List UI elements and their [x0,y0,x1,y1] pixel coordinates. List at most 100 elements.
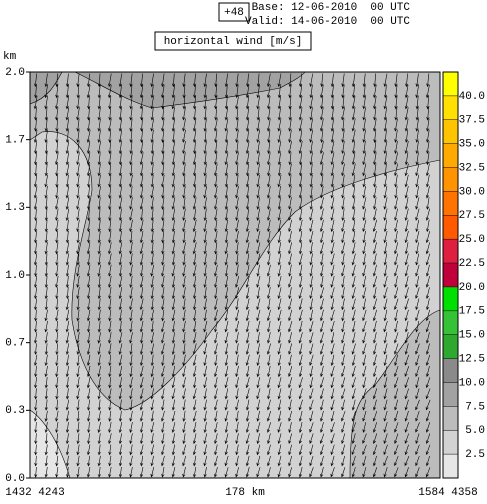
wind-arrow [351,118,356,132]
wind-arrow [298,129,303,143]
wind-arrow [277,96,281,110]
wind-arrow [362,152,367,166]
wind-arrow [320,444,324,456]
wind-arrow [393,298,399,311]
wind-arrow [34,230,38,244]
wind-arrow [182,118,186,132]
wind-arrow [309,433,314,444]
wind-arrow [394,343,399,355]
wind-arrow [362,287,367,299]
wind-arrow [76,230,80,244]
wind-arrow [76,185,80,199]
wind-arrow [76,219,80,233]
wind-arrow [44,96,48,110]
wind-arrow [267,444,271,456]
wind-arrow [288,444,292,456]
wind-arrow [34,264,38,277]
wind-arrow [118,365,123,378]
wind-arrow [65,275,70,288]
wind-arrow [182,399,186,411]
wind-arrow [246,185,250,199]
wind-arrow [139,275,144,288]
wind-arrow [171,399,175,411]
wind-arrow [245,141,250,155]
wind-arrow [372,219,378,233]
wind-arrow [76,84,80,99]
wind-arrow [55,84,59,99]
wind-arrow [97,309,101,322]
wind-arrow [415,73,419,88]
wind-arrow [426,118,430,132]
wind-arrow [298,96,303,110]
wind-arrow [394,84,398,99]
wind-arrow [341,242,346,255]
wind-arrow [76,140,80,155]
wind-arrow [298,174,303,188]
wind-arrow [192,399,197,411]
wind-arrow [65,422,70,434]
wind-arrow [182,388,186,400]
wind-arrow [86,73,91,88]
wind-arrow [139,365,144,378]
wind-arrow [150,444,154,456]
wind-arrow [267,365,271,378]
wind-arrow [55,118,59,132]
wind-arrow [383,174,388,188]
wind-arrow [203,332,207,344]
wind-arrow [161,73,165,88]
wind-arrow [192,332,197,344]
wind-arrow [44,332,48,344]
wind-arrow [394,332,399,344]
wind-arrow [256,275,261,288]
wind-arrow [33,73,38,88]
wind-arrow [235,309,239,322]
wind-arrow [383,219,388,233]
wind-arrow [330,96,335,110]
forecast-step: +48 [224,7,244,19]
wind-arrow [362,444,367,456]
wind-arrow [351,343,356,355]
wind-arrow [362,140,366,155]
wind-arrow [87,422,91,434]
wind-arrow [224,287,228,300]
wind-arrow [288,320,293,333]
wind-arrow [330,141,335,154]
wind-arrow [373,174,377,188]
wind-arrow [140,140,144,155]
wind-arrow [86,467,91,478]
wind-arrow [235,107,239,121]
wind-arrow [182,242,186,255]
wind-arrow [129,84,133,99]
wind-arrow [383,332,388,344]
wind-arrow [330,455,335,467]
wind-arrow [383,253,388,266]
wind-arrow [224,107,229,121]
wind-arrow [330,343,335,355]
wind-arrow [351,444,357,456]
colorbar-frame [442,71,459,479]
wind-arrow [139,219,144,233]
wind-arrow [277,141,282,155]
wind-arrow [182,467,186,478]
wind-arrow [245,264,250,277]
wind-arrow [372,354,377,366]
wind-arrow [182,163,186,177]
wind-arrow [426,73,430,88]
wind-arrow [372,309,377,322]
wind-arrow [34,208,38,222]
wind-arrow [161,444,165,456]
wind-arrow [351,219,356,233]
wind-arrow [383,433,388,444]
wind-arrow [383,455,388,467]
wind-arrow [394,455,399,467]
wind-arrow [224,422,228,433]
wind-arrow [118,185,123,199]
wind-arrow [203,129,207,143]
wind-arrow [309,185,313,199]
wind-arrow [341,107,345,121]
wind-arrow [97,264,101,277]
wind-arrow [245,219,250,233]
wind-arrow [319,433,325,444]
wind-arrow [415,84,420,99]
wind-arrow [65,399,70,411]
